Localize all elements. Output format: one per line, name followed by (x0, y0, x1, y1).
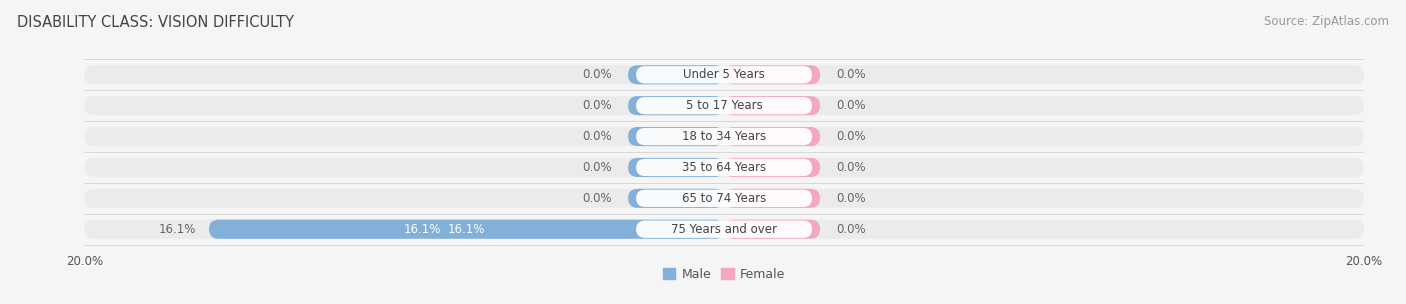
Text: 0.0%: 0.0% (582, 192, 612, 205)
Text: 0.0%: 0.0% (837, 192, 866, 205)
FancyBboxPatch shape (636, 190, 813, 207)
FancyBboxPatch shape (84, 96, 1364, 115)
Text: 0.0%: 0.0% (582, 68, 612, 81)
FancyBboxPatch shape (84, 219, 1364, 239)
Text: Under 5 Years: Under 5 Years (683, 68, 765, 81)
Text: Source: ZipAtlas.com: Source: ZipAtlas.com (1264, 15, 1389, 28)
FancyBboxPatch shape (724, 127, 820, 146)
FancyBboxPatch shape (84, 189, 1364, 208)
Text: 0.0%: 0.0% (837, 161, 866, 174)
FancyBboxPatch shape (724, 219, 820, 239)
FancyBboxPatch shape (636, 97, 813, 114)
Text: 0.0%: 0.0% (837, 68, 866, 81)
Text: 75 Years and over: 75 Years and over (671, 223, 778, 236)
Text: 0.0%: 0.0% (837, 223, 866, 236)
Text: 35 to 64 Years: 35 to 64 Years (682, 161, 766, 174)
Text: 0.0%: 0.0% (582, 130, 612, 143)
FancyBboxPatch shape (628, 158, 724, 177)
Text: 16.1%: 16.1% (159, 223, 197, 236)
FancyBboxPatch shape (628, 96, 724, 115)
FancyBboxPatch shape (84, 65, 1364, 85)
Text: 0.0%: 0.0% (837, 130, 866, 143)
FancyBboxPatch shape (84, 127, 1364, 146)
FancyBboxPatch shape (636, 66, 813, 83)
FancyBboxPatch shape (636, 159, 813, 176)
FancyBboxPatch shape (724, 189, 820, 208)
Text: 0.0%: 0.0% (582, 161, 612, 174)
FancyBboxPatch shape (636, 221, 813, 238)
FancyBboxPatch shape (209, 219, 724, 239)
FancyBboxPatch shape (724, 65, 820, 85)
Text: 16.1%: 16.1% (449, 223, 485, 236)
Text: 16.1%: 16.1% (404, 223, 441, 236)
Text: 65 to 74 Years: 65 to 74 Years (682, 192, 766, 205)
FancyBboxPatch shape (724, 158, 820, 177)
Text: 5 to 17 Years: 5 to 17 Years (686, 99, 762, 112)
FancyBboxPatch shape (84, 158, 1364, 177)
Text: 0.0%: 0.0% (837, 99, 866, 112)
FancyBboxPatch shape (628, 127, 724, 146)
Text: 0.0%: 0.0% (582, 99, 612, 112)
Text: DISABILITY CLASS: VISION DIFFICULTY: DISABILITY CLASS: VISION DIFFICULTY (17, 15, 294, 30)
FancyBboxPatch shape (628, 189, 724, 208)
FancyBboxPatch shape (628, 65, 724, 85)
Legend: Male, Female: Male, Female (658, 263, 790, 286)
FancyBboxPatch shape (636, 128, 813, 145)
Text: 18 to 34 Years: 18 to 34 Years (682, 130, 766, 143)
FancyBboxPatch shape (724, 96, 820, 115)
